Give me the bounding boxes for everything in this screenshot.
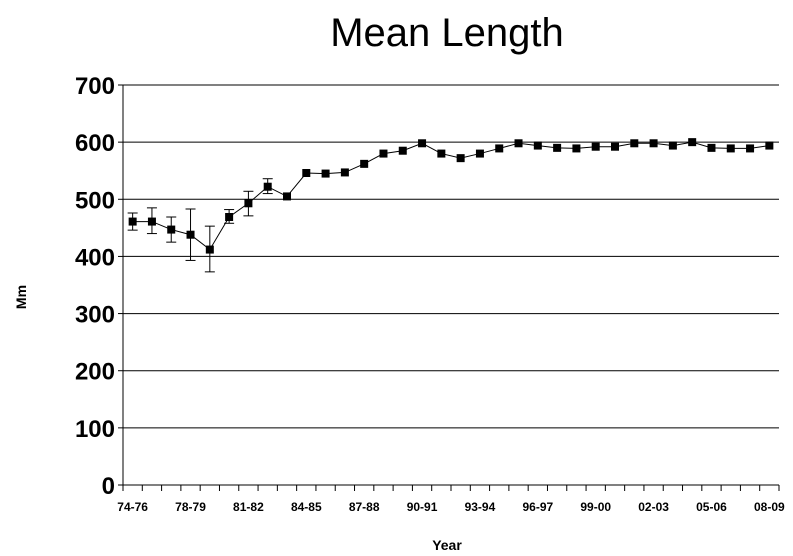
data-point: [611, 142, 619, 151]
error-bars: [127, 178, 273, 273]
y-tick-label: 600: [75, 130, 115, 157]
x-tick-label: 74-76: [117, 500, 148, 514]
data-point: [225, 213, 234, 221]
x-tick-label: 87-88: [349, 500, 380, 514]
data-point: [495, 144, 504, 153]
data-point: [707, 143, 716, 152]
y-tick-label: 400: [75, 244, 115, 271]
data-point: [630, 139, 639, 148]
series-polyline: [132, 141, 770, 251]
data-point: [668, 141, 677, 150]
chart-title: Mean Length: [330, 11, 564, 55]
y-tick-label: 700: [75, 73, 115, 100]
data-point: [726, 144, 735, 153]
data-point: [360, 159, 369, 168]
y-tick-label: 0: [102, 473, 115, 500]
data-point: [591, 142, 600, 151]
grid-lines: [123, 84, 779, 429]
data-point: [456, 154, 465, 163]
x-tick-labels: 74-76 78-79 81-82 84-85 87-88 90-91 93-94 96-97…: [117, 500, 785, 514]
data-point: [147, 217, 156, 226]
x-tick-label: 78-79: [175, 500, 206, 514]
data-point: [649, 139, 658, 148]
data-point: [205, 245, 214, 254]
x-tick-label: 99-00: [580, 500, 611, 514]
data-point: [553, 143, 562, 152]
data-point: [533, 141, 542, 150]
x-axis-label: Year: [432, 537, 462, 553]
data-point: [765, 141, 774, 150]
x-tick-label: 02-03: [638, 500, 669, 514]
y-axis-label: Mm: [13, 285, 29, 309]
data-point: [572, 144, 581, 153]
y-tick-label: 500: [75, 187, 115, 214]
data-point: [167, 225, 176, 234]
data-point: [746, 144, 755, 153]
x-tick-label: 84-85: [291, 500, 322, 514]
data-point: [688, 138, 697, 147]
data-point: [437, 149, 446, 158]
data-point: [514, 139, 523, 148]
data-point: [340, 168, 349, 177]
x-tick-label: 93-94: [465, 500, 496, 514]
data-point: [475, 149, 484, 158]
x-tick-label: 96-97: [522, 500, 553, 514]
data-point: [263, 182, 272, 191]
data-point: [418, 139, 427, 148]
data-point: [379, 149, 388, 158]
axes: [118, 84, 780, 491]
data-point: [302, 169, 311, 177]
data-points: [128, 138, 774, 254]
data-point: [398, 146, 407, 155]
y-tick-label: 100: [75, 416, 115, 443]
data-point: [244, 199, 253, 208]
data-point: [186, 230, 195, 239]
x-tick-label: 05-06: [696, 500, 727, 514]
x-tick-label: 81-82: [233, 500, 264, 514]
y-tick-label: 200: [75, 359, 115, 386]
data-point: [283, 192, 291, 201]
y-tick-labels: 0 100 200 300 400 500 600 700: [75, 73, 115, 500]
series-line: [132, 141, 770, 251]
data-point: [128, 217, 137, 226]
data-point: [321, 169, 330, 178]
x-tick-label: 90-91: [407, 500, 438, 514]
x-tick-label: 08-09: [754, 500, 785, 514]
y-tick-label: 300: [75, 302, 115, 329]
